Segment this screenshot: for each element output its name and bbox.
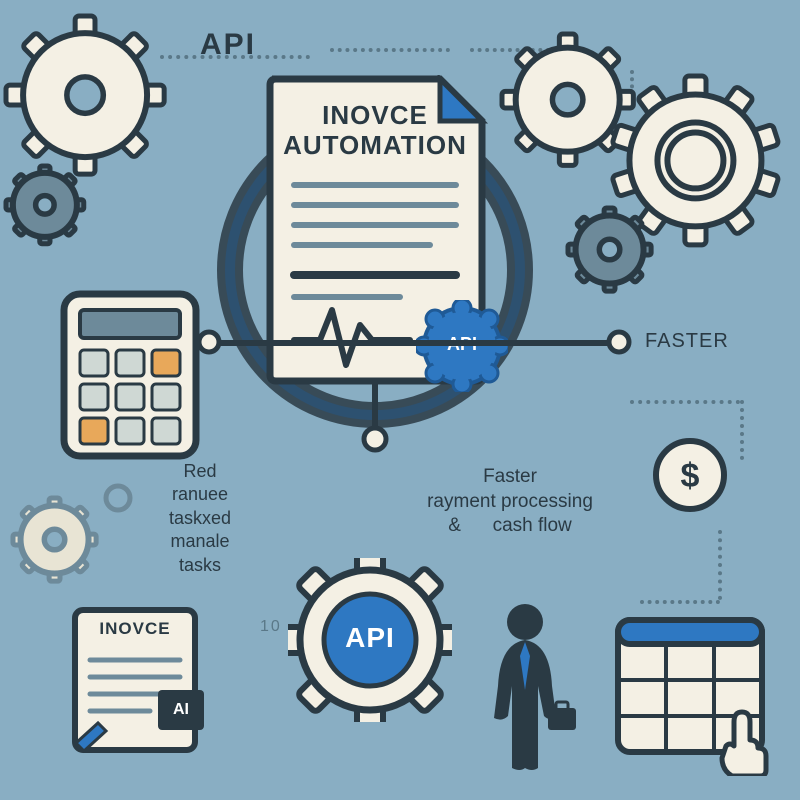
benefit-line: rayment processing	[380, 490, 640, 515]
benefit-processing: Faster rayment processing & cash flow	[380, 465, 640, 539]
benefit-line: tasks	[140, 554, 260, 577]
faster-label: FASTER	[645, 330, 729, 353]
dotted-connector	[330, 48, 450, 52]
connector-line	[200, 340, 620, 346]
dotted-connector	[640, 600, 720, 604]
dotted-connector	[740, 400, 744, 460]
gear-icon	[0, 156, 94, 254]
dotted-connector	[630, 400, 740, 404]
calculator-icon	[60, 290, 200, 465]
invoice-small-title: INOVCE	[70, 619, 200, 639]
ring-icon	[100, 480, 136, 516]
connector-node-icon	[360, 424, 390, 454]
benefit-reduce-tasks: Red ranuee taskxed manale tasks	[140, 460, 260, 577]
dotted-connector	[718, 530, 722, 600]
benefit-line: Red	[140, 460, 260, 483]
invoice-small-icon: INOVCE	[70, 605, 200, 760]
dollar-circle-icon: $	[652, 437, 728, 513]
benefit-line: Faster	[380, 465, 640, 490]
benefit-line: manale	[140, 530, 260, 553]
ai-badge: AI	[158, 690, 204, 730]
decor-digit: 10	[260, 618, 282, 636]
gear-icon	[3, 488, 106, 591]
ai-badge-text: AI	[173, 701, 189, 719]
benefit-line: & cash flow	[380, 514, 640, 539]
invoice-title-line2: AUTOMATION	[260, 131, 490, 161]
invoice-title-line1: INOVCE	[260, 101, 490, 131]
calendar-grid-icon	[612, 606, 782, 781]
connector-node-icon	[605, 328, 633, 356]
benefit-line: taskxed	[140, 507, 260, 530]
api-gear-icon: API	[288, 558, 452, 727]
svg-text:$: $	[681, 457, 700, 495]
gear-icon	[558, 198, 661, 301]
api-badge-icon: API	[416, 300, 508, 397]
api-gear-text: API	[288, 622, 452, 654]
benefit-line: ranuee	[140, 483, 260, 506]
api-label-top: API	[200, 28, 256, 63]
businessperson-icon	[470, 600, 580, 780]
